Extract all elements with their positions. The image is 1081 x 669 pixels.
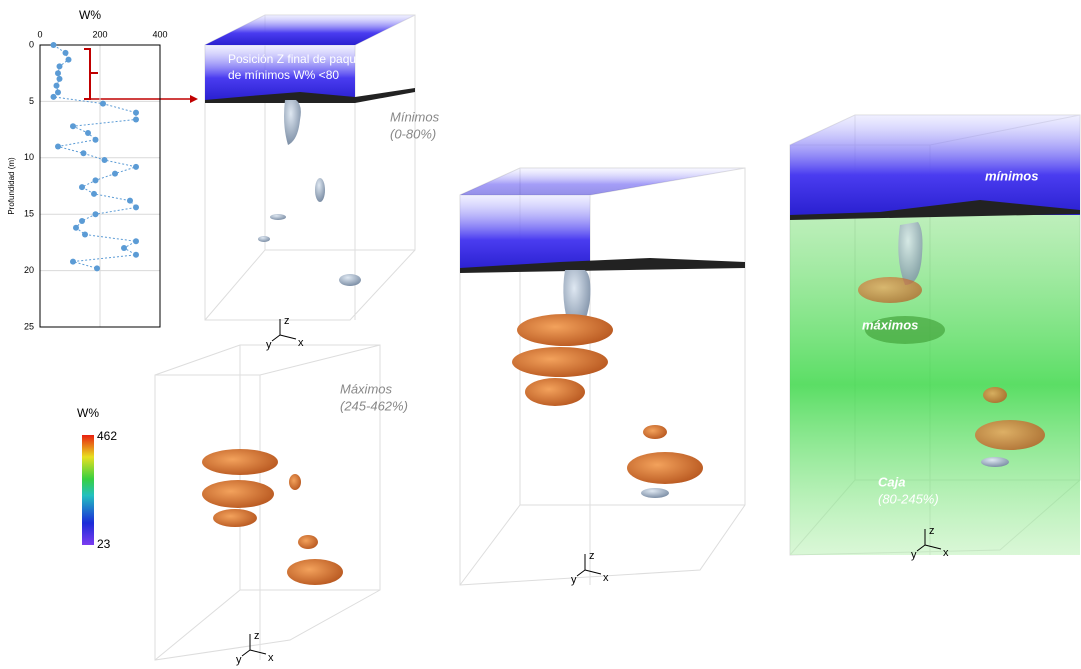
triad-label: z: [929, 525, 935, 537]
y-tick-label: 10: [24, 152, 34, 162]
data-point: [73, 224, 79, 231]
triad-label: y: [571, 574, 577, 586]
data-point: [112, 170, 118, 177]
data-point: [133, 109, 139, 116]
annotation: Máximos: [340, 381, 393, 396]
data-point: [50, 42, 57, 48]
annotation: Caja: [878, 474, 905, 489]
panel-minimos: [204, 14, 416, 321]
data-point: [92, 211, 99, 218]
panel-maximos: [154, 344, 381, 661]
data-point: [65, 56, 72, 63]
bracket: [84, 48, 98, 100]
colorbar-title: W%: [77, 406, 99, 420]
triad-label: x: [603, 572, 609, 584]
triad-label: z: [284, 315, 290, 327]
data-point: [55, 143, 61, 150]
triad-label: y: [266, 339, 272, 351]
data-point: [62, 49, 69, 56]
data-point: [55, 89, 61, 96]
data-point: [101, 157, 108, 164]
data-point: [91, 190, 97, 197]
triad-label: y: [236, 654, 242, 666]
triad-arrows: [271, 319, 297, 342]
arrow-head: [190, 95, 198, 103]
data-point: [82, 231, 88, 238]
data-point: [94, 265, 100, 272]
data-point: [133, 116, 139, 123]
y-tick-label: 5: [29, 96, 34, 106]
annotation: mínimos: [985, 168, 1038, 183]
triad-label: x: [298, 337, 304, 349]
axes-triad: zx y: [571, 550, 609, 586]
panel-caja: [789, 114, 1081, 556]
annotation: (0-80%): [390, 126, 436, 141]
data-point: [50, 93, 57, 100]
x-axis-title: W%: [79, 8, 101, 22]
data-point: [85, 129, 91, 136]
data-point: [79, 184, 85, 191]
axes-triad: zx y: [911, 525, 949, 561]
triad-label: y: [911, 549, 917, 561]
data-point: [133, 204, 139, 211]
data-point: [133, 238, 139, 245]
x-tick-label: 200: [92, 29, 107, 39]
colorbar-label: 462: [97, 429, 117, 443]
data-point: [70, 123, 76, 130]
data-point: [133, 251, 139, 258]
data-point: [92, 177, 99, 184]
triad-arrows: [241, 634, 267, 657]
data-point: [56, 63, 63, 70]
data-point: [92, 136, 99, 143]
data-point: [55, 70, 61, 77]
data-point: [53, 82, 60, 89]
triad-label: x: [943, 547, 949, 559]
triad-arrows: [916, 529, 942, 552]
data-point: [127, 197, 133, 204]
data-point: [80, 150, 87, 157]
annotation: (80-245%): [878, 491, 939, 506]
x-tick-label: 0: [37, 29, 42, 39]
depth-chart: 0 5 10 15 20 25 0 200 400 W% Profundidad (m): [7, 8, 167, 331]
data-point: [121, 245, 127, 252]
colorbar: [82, 435, 94, 545]
triad-label: x: [268, 652, 274, 664]
data-point: [100, 100, 106, 107]
y-tick-label: 15: [24, 209, 34, 219]
axes-triad: zx y: [236, 630, 274, 666]
panel-combined: [459, 167, 746, 586]
y-tick-label: 25: [24, 321, 34, 331]
colorbar-label: 23: [97, 537, 111, 551]
data-point: [56, 75, 63, 82]
y-axis-title: Profundidad (m): [7, 157, 16, 215]
plot-frame: [39, 44, 161, 328]
data-point: [133, 163, 139, 170]
y-tick-label: 0: [29, 39, 34, 49]
y-tick-label: 20: [24, 265, 34, 275]
axes-triad: zx y: [266, 315, 304, 351]
annotation: (245-462%): [340, 398, 408, 413]
annotation: máximos: [862, 317, 918, 332]
data-point: [70, 258, 76, 265]
triad-label: z: [589, 550, 595, 562]
data-point: [79, 217, 85, 224]
series-line: [52, 44, 138, 269]
annotation: Mínimos: [390, 109, 440, 124]
x-tick-label: 400: [152, 29, 167, 39]
triad-label: z: [254, 630, 260, 642]
triad-arrows: [576, 554, 602, 577]
annotation: de mínimos W% <80: [228, 68, 339, 82]
annotation: Posición Z final de paquete: [228, 52, 373, 66]
